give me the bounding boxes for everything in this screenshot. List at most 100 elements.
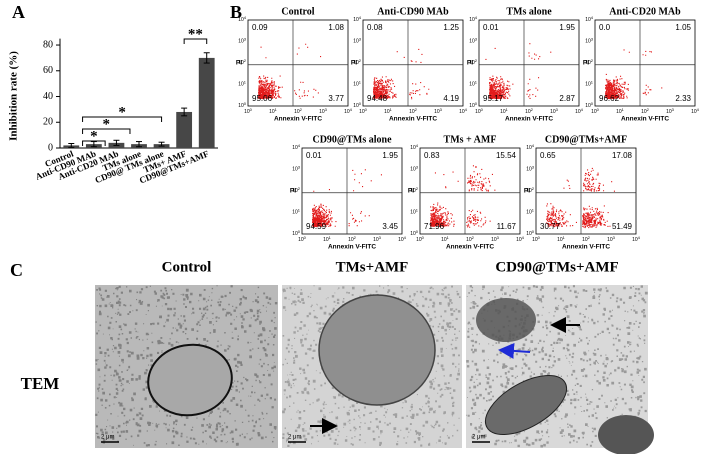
quadrant-value: 94.59 bbox=[306, 222, 327, 231]
event-dots bbox=[546, 167, 615, 229]
tick-label: 101 bbox=[292, 208, 301, 216]
tick-base: 10 bbox=[607, 237, 613, 243]
tick-label: 100 bbox=[416, 235, 425, 243]
tick-exponent: 3 bbox=[613, 235, 616, 240]
tick-exponent: 0 bbox=[591, 101, 594, 106]
event-dots bbox=[373, 48, 430, 100]
tick-exponent: 2 bbox=[300, 107, 303, 112]
error-bar bbox=[203, 52, 210, 64]
significance-bracket bbox=[82, 140, 106, 146]
quadrant-value: 17.08 bbox=[612, 151, 633, 160]
quadrant-value: 0.01 bbox=[483, 23, 499, 32]
tick-exponent: 2 bbox=[416, 186, 419, 191]
tick-label: 101 bbox=[526, 208, 535, 216]
tick-base: 10 bbox=[526, 210, 532, 216]
scale-bar-label: 2 μm bbox=[101, 435, 114, 441]
tick-label: 101 bbox=[469, 80, 478, 88]
tick-exponent: 1 bbox=[275, 107, 278, 112]
plot-title: TMs alone bbox=[506, 6, 552, 17]
event-dots bbox=[312, 169, 382, 228]
tick-base: 10 bbox=[641, 109, 647, 115]
tick-label: 104 bbox=[575, 107, 584, 115]
tick-exponent: 0 bbox=[532, 229, 535, 234]
tick-base: 10 bbox=[292, 167, 298, 173]
tick-label: 103 bbox=[585, 37, 594, 45]
tick-label: 102 bbox=[585, 58, 594, 66]
tick-label: 100 bbox=[238, 101, 247, 109]
scale-bar-label: 2 μm bbox=[288, 435, 301, 441]
tick-label: 104 bbox=[410, 143, 419, 151]
tick-label: 101 bbox=[323, 235, 332, 243]
tick-label: 104 bbox=[238, 15, 247, 23]
tick-base: 10 bbox=[292, 210, 298, 216]
tick-exponent: 0 bbox=[422, 235, 425, 240]
quadrant-value: 94.48 bbox=[367, 94, 388, 103]
y-tick-label: 0 bbox=[48, 142, 53, 153]
quadrant-value: 95.17 bbox=[483, 94, 504, 103]
tick-base: 10 bbox=[353, 103, 359, 109]
nucleus bbox=[598, 415, 654, 454]
tick-label: 102 bbox=[525, 107, 534, 115]
tick-exponent: 0 bbox=[475, 101, 478, 106]
tick-base: 10 bbox=[353, 60, 359, 66]
tick-label: 101 bbox=[238, 80, 247, 88]
tick-exponent: 3 bbox=[244, 37, 247, 42]
tick-label: 104 bbox=[516, 235, 525, 243]
tick-base: 10 bbox=[691, 109, 697, 115]
tick-label: 103 bbox=[238, 37, 247, 45]
tick-label: 103 bbox=[353, 37, 362, 45]
tick-label: 102 bbox=[582, 235, 591, 243]
quadrant-value: 15.54 bbox=[496, 151, 517, 160]
error-bar bbox=[90, 141, 97, 148]
panel-label: B bbox=[230, 2, 242, 22]
tick-base: 10 bbox=[294, 109, 300, 115]
tick-exponent: 3 bbox=[591, 37, 594, 42]
tick-exponent: 2 bbox=[359, 58, 362, 63]
panel-label: C bbox=[10, 260, 23, 280]
tick-base: 10 bbox=[238, 103, 244, 109]
tick-exponent: 3 bbox=[672, 107, 675, 112]
tick-exponent: 1 bbox=[563, 235, 566, 240]
tick-label: 103 bbox=[373, 235, 382, 243]
tick-exponent: 2 bbox=[531, 107, 534, 112]
tick-exponent: 3 bbox=[298, 165, 301, 170]
tick-base: 10 bbox=[526, 145, 532, 151]
tick-exponent: 4 bbox=[298, 143, 301, 148]
tick-base: 10 bbox=[575, 109, 581, 115]
tick-label: 102 bbox=[353, 58, 362, 66]
tick-exponent: 1 bbox=[329, 235, 332, 240]
tick-exponent: 2 bbox=[354, 235, 357, 240]
tick-label: 100 bbox=[532, 235, 541, 243]
tick-label: 102 bbox=[526, 186, 535, 194]
tick-base: 10 bbox=[526, 188, 532, 194]
tick-base: 10 bbox=[585, 39, 591, 45]
tick-base: 10 bbox=[410, 210, 416, 216]
y-axis-label: PI bbox=[524, 188, 530, 195]
tick-label: 101 bbox=[500, 107, 509, 115]
quadrant-value: 1.08 bbox=[328, 23, 344, 32]
quadrant-value: 3.45 bbox=[382, 222, 398, 231]
tick-base: 10 bbox=[469, 17, 475, 23]
tick-exponent: 2 bbox=[475, 58, 478, 63]
tick-base: 10 bbox=[292, 188, 298, 194]
plot-title: CD90@TMs alone bbox=[312, 134, 392, 145]
tick-label: 104 bbox=[292, 143, 301, 151]
tick-label: 100 bbox=[359, 107, 368, 115]
significance-label: ** bbox=[188, 26, 203, 42]
tick-base: 10 bbox=[292, 231, 298, 237]
column-title: TMs+AMF bbox=[336, 259, 409, 275]
tick-label: 102 bbox=[466, 235, 475, 243]
tick-exponent: 1 bbox=[447, 235, 450, 240]
significance-label: * bbox=[90, 128, 98, 144]
tick-exponent: 4 bbox=[465, 107, 468, 112]
tick-label: 103 bbox=[319, 107, 328, 115]
event-dots bbox=[430, 165, 496, 228]
tick-base: 10 bbox=[585, 17, 591, 23]
tick-exponent: 4 bbox=[522, 235, 525, 240]
plot-frame bbox=[478, 19, 580, 107]
nucleus bbox=[485, 375, 567, 435]
tick-label: 103 bbox=[410, 165, 419, 173]
tick-exponent: 1 bbox=[298, 208, 301, 213]
tick-exponent: 4 bbox=[350, 107, 353, 112]
